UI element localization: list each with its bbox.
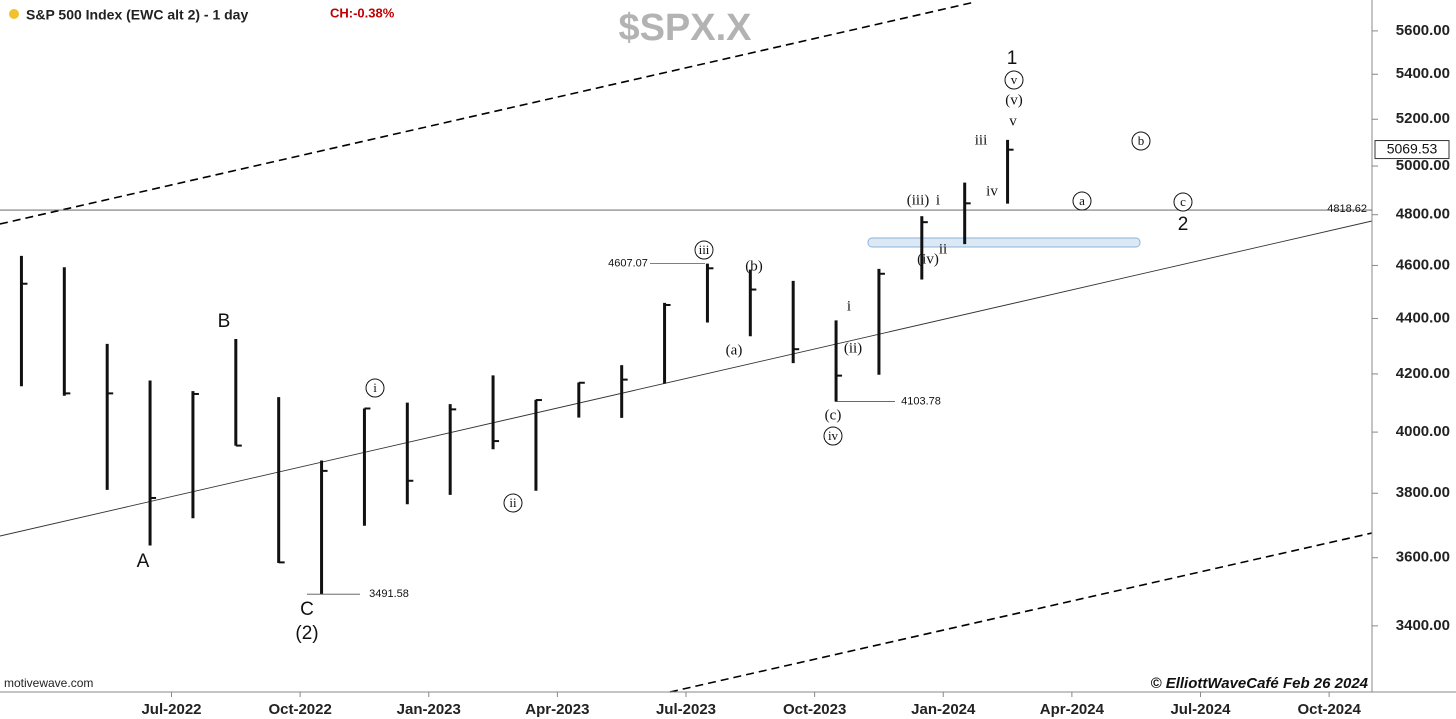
wave-circle [365,378,385,398]
wave-label: b [1138,133,1145,148]
wave-label: a [1079,193,1085,208]
wave-label: iv [828,428,839,443]
wave-label: (a) [726,342,743,358]
chart-title: S&P 500 Index (EWC alt 2) - 1 day [26,7,248,23]
wave-label: (c) [825,407,842,423]
wave-label: iv [986,183,998,199]
y-tick-label: 3800.00 [1396,484,1450,501]
wave-label: (iii) [907,192,930,208]
price-label: 4607.07 [608,258,648,270]
status-dot [9,9,19,19]
x-tick-label: Oct-2023 [783,701,846,718]
x-tick-label: Apr-2024 [1040,701,1105,718]
wave-label: i [936,192,940,208]
wave-label: c [1180,194,1186,209]
y-tick-label: 4000.00 [1396,423,1450,440]
wave-circle [1004,70,1024,90]
x-tick-label: Jul-2024 [1170,701,1231,718]
y-tick-label: 3600.00 [1396,549,1450,566]
y-tick-label: 3400.00 [1396,617,1450,634]
y-tick-label: 5000.00 [1396,157,1450,174]
x-tick-label: Jan-2024 [911,701,976,718]
wave-label: C [300,599,314,620]
change-label: CH:-0.38% [330,5,395,20]
y-tick-label: 5600.00 [1396,22,1450,39]
price-label: 3491.58 [369,588,409,600]
trend-line [0,220,1373,537]
level-label: 4818.62 [1327,203,1367,215]
y-tick-label: 5200.00 [1396,110,1450,127]
y-tick-label: 4200.00 [1396,365,1450,382]
channel-lower [669,532,1373,693]
y-tick-label: 4400.00 [1396,309,1450,326]
wave-label: iii [975,132,988,148]
x-tick-label: Oct-2024 [1297,701,1361,718]
x-tick-label: Jul-2023 [656,701,716,718]
x-tick-label: Oct-2022 [268,701,331,718]
x-tick-label: Jul-2022 [141,701,201,718]
source: motivewave.com [4,676,93,690]
wave-circle [694,240,714,260]
wave-label: B [218,311,231,332]
x-tick-label: Apr-2023 [525,701,589,718]
wave-label: 2 [1178,214,1189,235]
wave-circle [1072,191,1092,211]
price-label: 4103.78 [901,395,941,407]
symbol-watermark: $SPX.X [618,7,752,49]
wave-circle [1131,131,1151,151]
wave-label: (v) [1005,92,1023,108]
last-price-label: 5069.53 [1387,140,1438,156]
wave-label: A [137,551,150,572]
y-tick-label: 4800.00 [1396,206,1450,223]
wave-label: 1 [1007,48,1018,69]
wave-label: ii [939,241,947,257]
wave-label: (2) [295,623,318,644]
channel-upper [0,1,976,225]
wave-label: i [847,298,851,314]
wave-label: (ii) [844,340,862,356]
wave-label: (iv) [917,251,939,267]
wave-label: (b) [745,258,763,274]
wave-circle [1173,192,1193,212]
y-tick-label: 5400.00 [1396,65,1450,82]
wave-label: v [1011,72,1018,87]
credit: © ElliottWaveCafé Feb 26 2024 [1150,675,1368,692]
last-price-box [1374,140,1450,160]
wave-label: ii [509,495,517,510]
wave-label: iii [699,242,710,257]
wave-label: v [1009,113,1017,129]
support-zone [867,237,1141,248]
y-tick-label: 4600.00 [1396,256,1450,273]
wave-circle [823,426,843,446]
wave-circle [503,493,523,513]
x-tick-label: Jan-2023 [397,701,461,718]
wave-label: i [373,380,377,395]
